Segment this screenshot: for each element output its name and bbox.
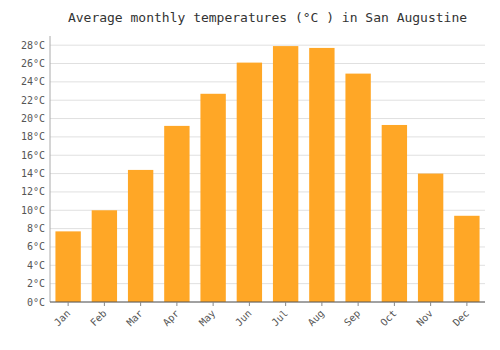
bar bbox=[128, 170, 153, 302]
x-tick-label: Aug bbox=[306, 308, 327, 329]
bar bbox=[382, 125, 407, 302]
x-tick bbox=[140, 302, 141, 306]
y-tick-label: 8°C bbox=[27, 223, 45, 234]
grid-line bbox=[50, 63, 485, 64]
y-tick-label: 24°C bbox=[21, 76, 45, 87]
x-tick bbox=[104, 302, 105, 306]
x-tick-label: Jun bbox=[233, 308, 254, 329]
x-tick bbox=[466, 302, 467, 306]
y-axis-line bbox=[50, 36, 51, 302]
x-tick-label: Feb bbox=[88, 308, 109, 329]
bar bbox=[200, 94, 225, 302]
x-tick bbox=[394, 302, 395, 306]
x-axis-line bbox=[50, 302, 485, 303]
grid-line bbox=[50, 155, 485, 156]
bar bbox=[164, 126, 189, 302]
x-tick-label: May bbox=[197, 308, 218, 329]
bar bbox=[345, 74, 370, 302]
x-tick-label: Oct bbox=[378, 308, 399, 329]
x-tick-label: Nov bbox=[414, 308, 435, 329]
x-tick bbox=[249, 302, 250, 306]
y-tick-label: 6°C bbox=[27, 241, 45, 252]
y-tick-label: 0°C bbox=[27, 297, 45, 308]
y-tick-label: 4°C bbox=[27, 260, 45, 271]
bars bbox=[55, 46, 479, 302]
y-tick-label: 2°C bbox=[27, 278, 45, 289]
y-tick-label: 14°C bbox=[21, 168, 45, 179]
x-tick bbox=[68, 302, 69, 306]
grid-line bbox=[50, 118, 485, 119]
x-tick bbox=[213, 302, 214, 306]
bar bbox=[454, 216, 479, 302]
x-tick bbox=[285, 302, 286, 306]
grid-line bbox=[50, 81, 485, 82]
grid-line bbox=[50, 45, 485, 46]
x-tick-label: Jan bbox=[52, 308, 73, 329]
x-tick bbox=[430, 302, 431, 306]
y-tick-label: 22°C bbox=[21, 95, 45, 106]
x-axis: Jan Feb Mar Apr May Jun Jul Aug Sep Oct Nov Dec bbox=[52, 302, 471, 328]
bar bbox=[237, 63, 262, 302]
bar bbox=[92, 210, 117, 302]
x-tick-label: Sep bbox=[342, 308, 363, 329]
x-tick-label: Mar bbox=[124, 308, 145, 329]
x-tick bbox=[358, 302, 359, 306]
y-axis: 0°C 2°C 4°C 6°C 8°C 10°C 12°C 14°C 16°C 18°C 20°C 2… bbox=[21, 40, 485, 308]
title: Average monthly temperatures (°C ) in Sa… bbox=[68, 10, 467, 25]
bar bbox=[273, 46, 298, 302]
bar bbox=[418, 174, 443, 302]
chart: Average monthly temperatures (°C ) in Sa… bbox=[0, 0, 500, 350]
y-tick-label: 12°C bbox=[21, 186, 45, 197]
y-tick-label: 16°C bbox=[21, 150, 45, 161]
bar bbox=[309, 48, 334, 302]
y-tick-label: 18°C bbox=[21, 131, 45, 142]
grid-line bbox=[50, 100, 485, 101]
y-tick-label: 20°C bbox=[21, 113, 45, 124]
x-tick bbox=[321, 302, 322, 306]
x-tick-label: Dec bbox=[451, 308, 472, 329]
y-tick-label: 26°C bbox=[21, 58, 45, 69]
grid-line bbox=[50, 302, 485, 303]
y-tick-label: 10°C bbox=[21, 205, 45, 216]
x-tick-label: Apr bbox=[161, 308, 182, 329]
x-tick-label: Jul bbox=[269, 308, 290, 329]
bar bbox=[55, 231, 80, 302]
grid-line bbox=[50, 136, 485, 137]
x-tick bbox=[176, 302, 177, 306]
y-tick-label: 28°C bbox=[21, 40, 45, 51]
